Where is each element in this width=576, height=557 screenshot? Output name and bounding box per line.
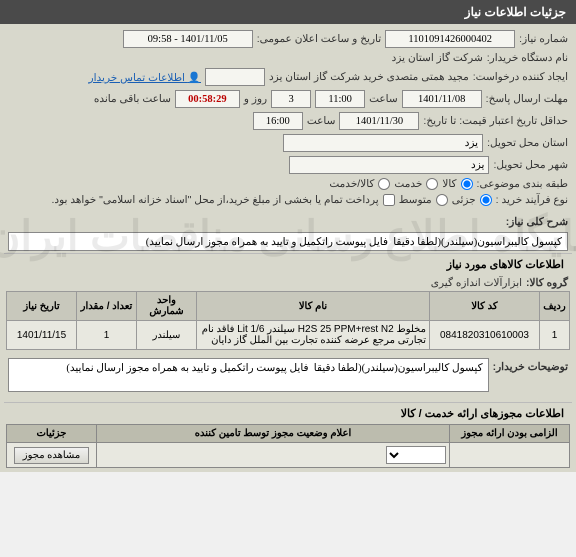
td-row: 1 xyxy=(540,321,570,350)
goods-table: ردیف کد کالا نام کالا واحد شمارش تعداد /… xyxy=(6,291,570,350)
city-label: شهر محل تحویل: xyxy=(493,159,568,171)
th-details: جزئیات xyxy=(7,425,97,443)
validity-label: حداقل تاریخ اعتبار قیمت: تا تاریخ: xyxy=(423,115,568,127)
page-header: جزئیات اطلاعات نیاز xyxy=(0,0,576,24)
proc-partial-label: جزئی xyxy=(452,194,476,206)
remain-time: 00:58:29 xyxy=(175,90,240,108)
proc-mid-radio[interactable] xyxy=(436,194,448,206)
goods-group-value: ابزارآلات اندازه گیری xyxy=(431,277,522,289)
proc-note-checkbox[interactable] xyxy=(383,194,395,206)
validity-time-label: ساعت xyxy=(307,115,336,127)
proc-note: پرداخت تمام یا بخشی از مبلغ خرید،از محل … xyxy=(52,194,379,206)
province-field[interactable] xyxy=(283,134,483,152)
buyer-note-label: توضیحات خریدار: xyxy=(493,358,568,373)
table-row: 1 0841820310610003 مخلوط H2S 25 PPM+rest… xyxy=(7,321,570,350)
td-qty: 1 xyxy=(77,321,137,350)
validity-time-field[interactable] xyxy=(253,112,303,130)
permits-table: الزامی بودن ارائه مجوز اعلام وضعیت مجوز … xyxy=(6,424,570,468)
buyer-org-label: نام دستگاه خریدار: xyxy=(487,52,568,64)
cat-kala-khadmat-label: کالا/خدمت xyxy=(329,178,374,190)
niaz-no-field[interactable] xyxy=(385,30,515,48)
buyer-note-field[interactable] xyxy=(8,358,489,392)
goods-table-wrap: ردیف کد کالا نام کالا واحد شمارش تعداد /… xyxy=(4,291,572,350)
th-unit: واحد شمارش xyxy=(137,292,197,321)
view-permit-button[interactable]: مشاهده مجوز xyxy=(14,447,89,464)
td-unit: سیلندر xyxy=(137,321,197,350)
deadline-label: مهلت ارسال پاسخ: xyxy=(486,93,568,105)
goods-info-title: اطلاعات کالاهای مورد نیاز xyxy=(4,253,572,275)
remain-label: ساعت باقی مانده xyxy=(94,93,171,105)
form-section: شماره نیاز: تاریخ و ساعت اعلان عمومی: نا… xyxy=(0,24,576,472)
td-date: 1401/11/15 xyxy=(7,321,77,350)
th-row: ردیف xyxy=(540,292,570,321)
cat-khadmat-radio[interactable] xyxy=(426,178,438,190)
td-name: مخلوط H2S 25 PPM+rest N2 سیلندر 1/6 Lit … xyxy=(197,321,430,350)
deadline-date-field[interactable] xyxy=(402,90,482,108)
deadline-time-label: ساعت xyxy=(369,93,398,105)
page-title: جزئیات اطلاعات نیاز xyxy=(465,5,566,19)
public-date-field[interactable] xyxy=(123,30,253,48)
public-date-label: تاریخ و ساعت اعلان عمومی: xyxy=(257,33,381,45)
requester-ext-field[interactable] xyxy=(205,68,265,86)
cat-khadmat-label: خدمت xyxy=(394,178,422,190)
remain-days-label: روز و xyxy=(244,93,267,105)
goods-group-label: گروه کالا: xyxy=(526,277,568,289)
validity-date-field[interactable] xyxy=(339,112,419,130)
th-mandatory: الزامی بودن ارائه مجوز xyxy=(450,425,570,443)
buyer-org-value: شرکت گاز استان یزد xyxy=(392,52,483,64)
city-field[interactable] xyxy=(289,156,489,174)
niaz-no-label: شماره نیاز: xyxy=(519,33,568,45)
cat-kala-khadmat-radio[interactable] xyxy=(378,178,390,190)
proc-mid-label: متوسط xyxy=(399,194,432,206)
proc-partial-radio[interactable] xyxy=(480,194,492,206)
process-label: نوع فرآیند خرید : xyxy=(496,194,568,206)
permits-title: اطلاعات مجوزهای ارائه خدمت / کالا xyxy=(4,402,572,424)
deadline-time-field[interactable] xyxy=(315,90,365,108)
contact-link[interactable]: 👤 اطلاعات تماس خریدار xyxy=(89,71,201,84)
person-icon: 👤 xyxy=(188,72,201,84)
th-qty: تعداد / مقدار xyxy=(77,292,137,321)
requester-label: ایجاد کننده درخواست: xyxy=(473,71,568,83)
th-name: نام کالا xyxy=(197,292,430,321)
cat-kala-label: کالا xyxy=(442,178,456,190)
permit-status-select[interactable] xyxy=(386,446,446,464)
desc-field[interactable] xyxy=(8,232,568,251)
desc-label: شرح کلی نیاز: xyxy=(506,216,568,228)
contact-link-text: اطلاعات تماس خریدار xyxy=(89,72,185,84)
remain-days-field xyxy=(271,90,311,108)
permit-row: مشاهده مجوز xyxy=(7,443,570,468)
th-code: کد کالا xyxy=(430,292,540,321)
province-label: استان محل تحویل: xyxy=(487,137,568,149)
th-declare: اعلام وضعیت مجوز توسط تامین کننده xyxy=(97,425,450,443)
cat-kala-radio[interactable] xyxy=(461,178,473,190)
requester-value: مجید همتی متصدی خرید شرکت گاز استان یزد xyxy=(269,71,469,83)
td-code: 0841820310610003 xyxy=(430,321,540,350)
th-date: تاریخ نیاز xyxy=(7,292,77,321)
category-label: طبقه بندی موضوعی: xyxy=(477,178,568,190)
